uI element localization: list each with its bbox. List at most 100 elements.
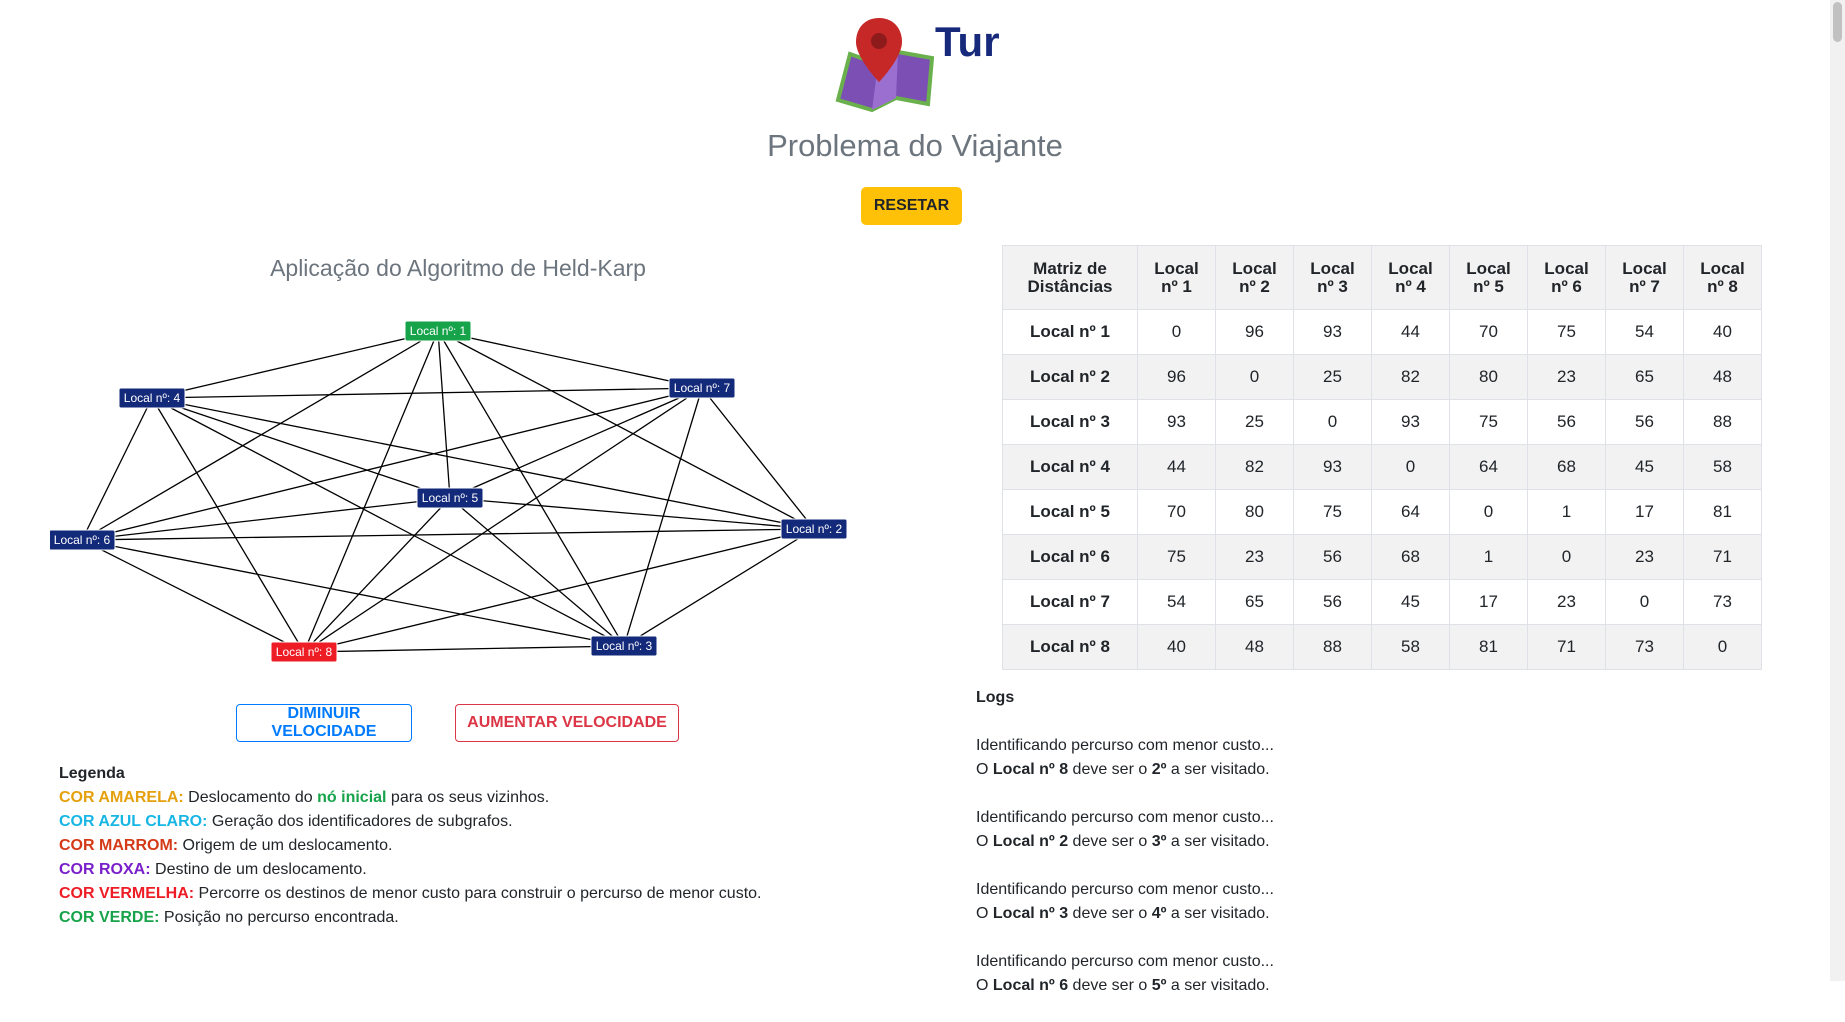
vertical-scrollbar[interactable]: [1830, 0, 1845, 981]
log-place: Local nº 2: [992, 833, 1069, 850]
graph-edge-1-6: [81, 330, 439, 541]
graph-node-4[interactable]: Local nº: 4: [118, 387, 186, 409]
graph-edge-4-8: [151, 397, 305, 653]
graph-edge-3-8: [303, 645, 625, 653]
graph-node-7[interactable]: Local nº: 7: [668, 377, 736, 399]
logs-panel: Logs Identificando percurso com menor cu…: [976, 686, 1796, 1022]
logs-title: Logs: [976, 689, 1015, 706]
legend-description: Posição no percurso encontrada.: [159, 909, 399, 926]
scrollbar-thumb[interactable]: [1833, 2, 1842, 42]
matrix-cell: 68: [1527, 444, 1606, 490]
page-subtitle: Problema do Viajante: [767, 128, 1063, 163]
matrix-cell: 48: [1215, 624, 1294, 670]
graph-node-label: Local nº: 7: [674, 381, 731, 395]
matrix-cell: 0: [1683, 624, 1762, 670]
graph-node-box: [668, 377, 736, 399]
reset-button[interactable]: RESETAR: [861, 187, 962, 225]
matrix-column-header: Local nº 5: [1449, 245, 1528, 310]
matrix-row-header: Local nº 8: [1002, 624, 1138, 670]
matrix-cell: 40: [1137, 624, 1216, 670]
log-order: 5º: [1151, 977, 1167, 994]
matrix-column-header: Local nº 3: [1293, 245, 1372, 310]
log-place: Local nº 6: [992, 977, 1069, 994]
log-suffix: a ser visitado.: [1166, 977, 1270, 994]
matrix-header-row: Matriz de Distâncias Local nº 1 Local nº 2 Lo…: [1002, 245, 1762, 310]
matrix-cell: 96: [1215, 309, 1294, 355]
graph-edge-1-3: [437, 330, 625, 647]
log-place: Local nº 8: [992, 761, 1069, 778]
graph-node-5[interactable]: Local nº: 5: [416, 487, 484, 509]
matrix-cell: 75: [1293, 489, 1372, 535]
matrix-cell: 25: [1215, 399, 1294, 445]
matrix-cell: 81: [1683, 489, 1762, 535]
legend-description: Origem de um deslocamento.: [178, 837, 393, 854]
log-line: Identificando percurso com menor custo..…: [976, 737, 1274, 754]
matrix-row: Local nº 6 75 23 56 68 1 0 23 71: [1002, 534, 1762, 580]
legend-item: COR VERMELHA: Percorre os destinos de me…: [59, 882, 762, 906]
matrix-cell: 0: [1527, 534, 1606, 580]
legend-item: COR ROXA: Destino de um deslocamento.: [59, 858, 762, 882]
matrix-cell: 58: [1683, 444, 1762, 490]
graph-node-label: Local nº: 3: [596, 639, 653, 653]
matrix-cell: 25: [1293, 354, 1372, 400]
graph-node-1[interactable]: Local nº: 1: [404, 320, 472, 342]
graph-nodes: Local nº: 1 Local nº: 2 Local nº: 3 Local n…: [50, 320, 848, 663]
matrix-cell: 23: [1215, 534, 1294, 580]
graph-node-8[interactable]: Local nº: 8: [270, 641, 338, 663]
log-middle: deve ser o: [1068, 761, 1152, 778]
matrix-cell: 68: [1371, 534, 1450, 580]
graph-edge-2-7: [701, 387, 815, 530]
matrix-cell: 65: [1605, 354, 1684, 400]
matrix-column-header: Local nº 7: [1605, 245, 1684, 310]
matrix-cell: 80: [1449, 354, 1528, 400]
matrix-cell: 56: [1293, 579, 1372, 625]
matrix-cell: 0: [1449, 489, 1528, 535]
graph-edge-6-8: [81, 539, 305, 653]
graph-node-label: Local nº: 6: [54, 533, 111, 547]
matrix-cell: 48: [1683, 354, 1762, 400]
graph-node-box: [270, 641, 338, 663]
graph-node-label: Local nº: 2: [786, 522, 843, 536]
matrix-cell: 54: [1605, 309, 1684, 355]
graph-node-6[interactable]: Local nº: 6: [50, 529, 116, 551]
matrix-cell: 88: [1293, 624, 1372, 670]
log-line: Identificando percurso com menor custo..…: [976, 953, 1274, 970]
matrix-cell: 0: [1215, 354, 1294, 400]
graph-edge-1-5: [437, 330, 451, 499]
graph-edge-1-7: [437, 330, 703, 389]
matrix-cell: 23: [1605, 534, 1684, 580]
log-middle: deve ser o: [1068, 833, 1152, 850]
graph-node-box: [404, 320, 472, 342]
legend-color-key: COR ROXA:: [59, 861, 151, 878]
matrix-cell: 56: [1527, 399, 1606, 445]
matrix-cell: 93: [1293, 444, 1372, 490]
matrix-cell: 81: [1449, 624, 1528, 670]
graph-edge-6-7: [81, 387, 703, 541]
matrix-cell: 73: [1683, 579, 1762, 625]
increase-speed-button[interactable]: AUMENTAR VELOCIDADE: [455, 704, 679, 742]
graph-edge-1-8: [303, 330, 439, 653]
legend-item: COR AZUL CLARO: Geração dos identificado…: [59, 810, 762, 834]
graph-canvas: Local nº: 1 Local nº: 2 Local nº: 3 Local n…: [50, 320, 848, 663]
matrix-body: Local nº 1 0 96 93 44 70 75 54 40 Local nº 2 96 0 25…: [1002, 309, 1762, 670]
matrix-cell: 96: [1137, 354, 1216, 400]
log-entry: Identificando percurso com menor custo..…: [976, 734, 1796, 782]
log-order: 4º: [1151, 905, 1167, 922]
legend-item: COR AMARELA: Deslocamento do nó inicial …: [59, 786, 762, 810]
graph-node-3[interactable]: Local nº: 3: [590, 635, 658, 657]
matrix-row-header: Local nº 1: [1002, 309, 1138, 355]
matrix-cell: 45: [1371, 579, 1450, 625]
matrix-cell: 1: [1449, 534, 1528, 580]
log-order: 2º: [1151, 761, 1167, 778]
graph-node-2[interactable]: Local nº: 2: [780, 518, 848, 540]
log-result-line: O Local nº 6 deve ser o 5º a ser visitad…: [976, 974, 1796, 998]
graph-edge-1-4: [151, 330, 439, 399]
log-suffix: a ser visitado.: [1166, 905, 1270, 922]
matrix-cell: 71: [1527, 624, 1606, 670]
decrease-speed-button[interactable]: DIMINUIR VELOCIDADE: [236, 704, 412, 742]
log-prefix: O: [976, 761, 993, 778]
log-middle: deve ser o: [1068, 977, 1152, 994]
matrix-cell: 23: [1527, 579, 1606, 625]
graph-edge-7-8: [303, 387, 703, 653]
matrix-cell: 70: [1449, 309, 1528, 355]
